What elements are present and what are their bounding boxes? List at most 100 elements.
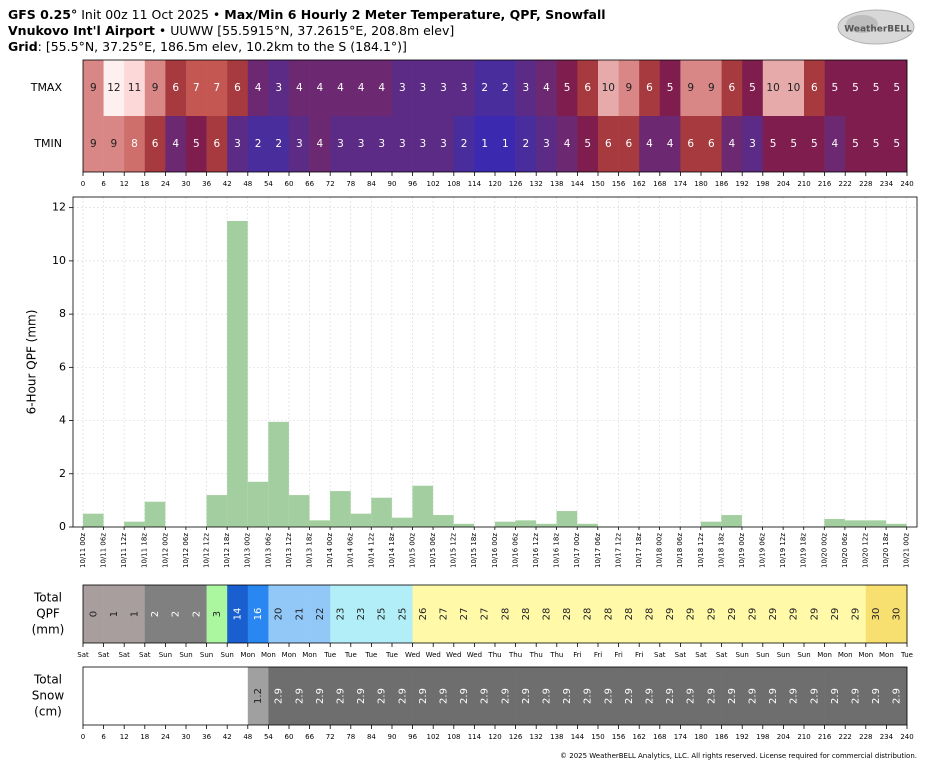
heat-cell: [742, 60, 764, 116]
cell-label: 2: [150, 611, 161, 617]
cell-label: 3: [461, 82, 468, 94]
cell-label: 3: [234, 138, 241, 150]
heat-cell: [618, 60, 640, 116]
strip-cell: [804, 667, 825, 725]
x-tick-label: 66: [305, 180, 314, 188]
bar: [865, 520, 887, 527]
heat-cell: [556, 116, 578, 172]
cell-label: 3: [296, 138, 303, 150]
cell-label: 28: [603, 608, 614, 621]
x-tick-label: 90: [388, 180, 397, 188]
x-tick-label: 240: [900, 733, 913, 741]
panel-label: Total: [33, 591, 62, 605]
heat-cell: [886, 116, 908, 172]
cell-label: 16: [253, 608, 264, 621]
x-tick-label: 10/18 00z: [656, 533, 664, 568]
heat-cell: [865, 60, 887, 116]
x-tick-label: 36: [202, 733, 211, 741]
logo-text: WeatherBELL: [844, 25, 912, 35]
heat-cell: [83, 60, 104, 116]
bar: [494, 521, 516, 527]
x-tick-label: Sat: [695, 651, 707, 659]
y-tick-label: 2: [59, 467, 66, 480]
x-tick-label: 54: [264, 733, 273, 741]
x-tick-label: 0: [81, 180, 85, 188]
x-tick-label: Sat: [77, 651, 89, 659]
x-tick-label: Sun: [756, 651, 769, 659]
strip-cell: [577, 667, 599, 725]
x-tick-label: 66: [305, 733, 314, 741]
heat-cell: [103, 60, 125, 116]
x-tick-label: 126: [509, 733, 523, 741]
x-tick-label: 228: [859, 733, 872, 741]
cell-label: 28: [542, 608, 553, 621]
bar: [844, 520, 866, 527]
cell-label: 2.9: [294, 688, 305, 704]
strip-cell: [762, 667, 784, 725]
strip-cell: [350, 667, 372, 725]
x-tick-label: 30: [182, 733, 191, 741]
x-tick-label: 42: [223, 180, 232, 188]
cell-label: 10: [787, 82, 800, 94]
x-tick-label: 10/17 18z: [635, 533, 643, 568]
x-tick-label: Sun: [221, 651, 234, 659]
x-tick-label: 108: [447, 733, 460, 741]
x-tick-label: 6: [101, 180, 106, 188]
heat-cell: [536, 116, 558, 172]
cell-label: 2.9: [603, 688, 614, 704]
cell-label: 2: [461, 138, 468, 150]
station: Vnukovo Int'l Airport: [8, 23, 155, 38]
strip-cell: [659, 667, 681, 725]
panel-label: Total: [33, 673, 62, 687]
strip-cell: [824, 585, 846, 643]
heat-cell: [83, 116, 104, 172]
strip-cell: [144, 585, 166, 643]
header-line-2: Vnukovo Int'l Airport • UUWW [55.5915°N, …: [8, 23, 454, 38]
cell-label: 2.9: [377, 688, 388, 704]
x-tick-label: 10/18 12z: [697, 533, 705, 568]
x-tick-label: 60: [285, 180, 294, 188]
x-tick-label: 132: [530, 733, 543, 741]
heat-cell: [350, 116, 372, 172]
x-tick-label: Tue: [344, 651, 357, 659]
heat-cell: [845, 60, 867, 116]
x-tick-label: 90: [388, 733, 397, 741]
cell-label: 5: [832, 82, 839, 94]
cell-label: 6: [811, 82, 818, 94]
heat-cell: [742, 116, 764, 172]
x-tick-label: 10/13 00z: [244, 533, 252, 568]
x-tick-label: 10/13 12z: [285, 533, 293, 568]
x-tick-label: 48: [243, 733, 252, 741]
strip-cell: [124, 585, 146, 643]
heat-cell: [309, 116, 331, 172]
cell-label: 2.9: [645, 688, 656, 704]
strip-cell: [474, 667, 496, 725]
strip-cell: [536, 585, 558, 643]
strip-cell: [165, 585, 187, 643]
x-tick-label: 84: [367, 733, 376, 741]
cell-label: 6: [605, 138, 612, 150]
cell-label: 9: [90, 138, 97, 150]
cell-label: 2: [481, 82, 488, 94]
cell-label: 2.9: [500, 688, 511, 704]
x-tick-label: Wed: [467, 651, 482, 659]
x-tick-label: 234: [880, 733, 894, 741]
strip-cell: [845, 585, 867, 643]
x-tick-label: 10/13 06z: [264, 533, 272, 568]
strip-cell: [495, 667, 516, 725]
cell-label: 3: [275, 82, 282, 94]
x-tick-label: 114: [468, 180, 482, 188]
grid-info: : [55.5°N, 37.25°E, 186.5m elev, 10.2km …: [38, 39, 407, 54]
heat-cell: [865, 116, 887, 172]
model: GFS 0.25°: [8, 7, 77, 22]
x-tick-label: Thu: [487, 651, 501, 659]
x-tick-label: 192: [736, 180, 749, 188]
cell-label: 4: [296, 82, 303, 94]
cell-label: 27: [480, 608, 491, 621]
cell-label: 2.9: [315, 688, 326, 704]
logo-swirl-inner: [846, 15, 878, 33]
cell-label: 25: [397, 608, 408, 621]
heat-cell: [639, 116, 661, 172]
bar: [288, 495, 310, 527]
